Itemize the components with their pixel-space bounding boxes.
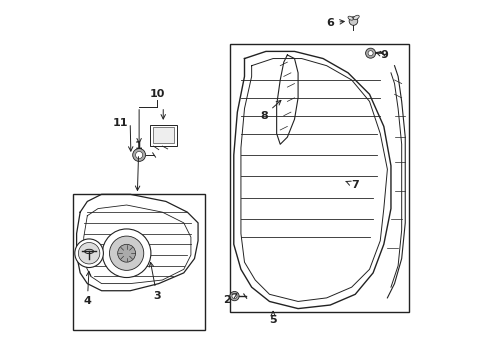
- Ellipse shape: [353, 15, 359, 20]
- Text: 7: 7: [346, 180, 359, 190]
- Text: 3: 3: [149, 262, 161, 301]
- Text: 8: 8: [260, 100, 280, 121]
- Bar: [230, 44, 408, 312]
- Text: 4: 4: [83, 271, 91, 306]
- Circle shape: [102, 229, 151, 278]
- Bar: [152, 127, 173, 143]
- Text: 6: 6: [326, 18, 344, 28]
- Circle shape: [365, 48, 375, 58]
- Text: 11: 11: [113, 118, 128, 128]
- Circle shape: [135, 152, 142, 158]
- Circle shape: [109, 236, 143, 270]
- Text: 5: 5: [269, 311, 276, 325]
- Circle shape: [229, 292, 239, 301]
- Text: 1: 1: [135, 141, 142, 190]
- Ellipse shape: [347, 16, 352, 20]
- Bar: [73, 194, 205, 330]
- Circle shape: [118, 244, 135, 262]
- Circle shape: [75, 239, 103, 267]
- Text: 9: 9: [375, 50, 387, 60]
- Circle shape: [78, 243, 100, 264]
- Circle shape: [231, 294, 237, 298]
- Circle shape: [348, 17, 357, 25]
- Circle shape: [132, 149, 145, 161]
- Text: 2: 2: [223, 294, 236, 305]
- Bar: [149, 125, 176, 146]
- Circle shape: [367, 51, 372, 56]
- Text: 10: 10: [149, 89, 164, 99]
